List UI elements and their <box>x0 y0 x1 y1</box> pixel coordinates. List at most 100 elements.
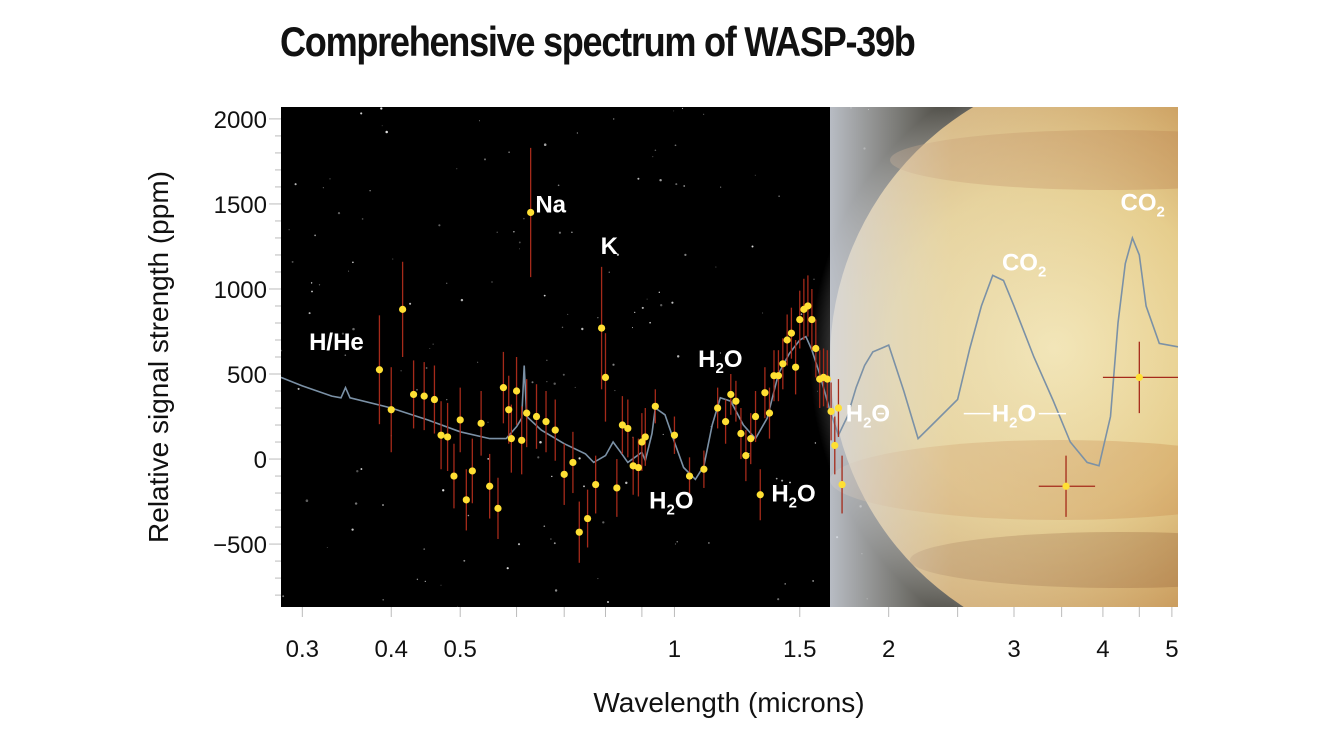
data-point <box>409 390 418 399</box>
star <box>576 132 579 134</box>
star <box>684 253 687 257</box>
data-point <box>774 372 783 380</box>
star <box>519 248 520 250</box>
star <box>354 502 358 505</box>
data-point <box>1135 373 1143 382</box>
data-point <box>399 305 407 313</box>
star <box>440 584 442 586</box>
data-point <box>613 484 621 492</box>
star <box>543 143 547 146</box>
star <box>553 542 556 545</box>
data-point <box>477 419 485 427</box>
star <box>561 326 564 329</box>
star <box>416 388 418 391</box>
data-point <box>779 360 787 368</box>
star <box>671 301 674 304</box>
star <box>423 548 426 550</box>
tick-labels: 2000 1500 1000 500 0 −500 0.3 0.4 0.5 1 1.5 2 3 4 5 <box>213 107 1179 663</box>
data-point <box>796 315 804 324</box>
data-point <box>783 336 791 344</box>
x-tick-label: 2 <box>882 636 895 663</box>
data-points <box>375 208 1143 536</box>
x-tick-label: 4 <box>1096 636 1109 663</box>
star <box>720 186 722 188</box>
star <box>369 190 371 192</box>
data-point <box>721 418 730 426</box>
star <box>322 187 324 189</box>
star <box>382 504 384 506</box>
star <box>311 290 313 293</box>
star <box>478 120 480 122</box>
star <box>543 525 546 528</box>
y-tick-label: 2000 <box>214 107 267 134</box>
y-tick-label: 1500 <box>214 192 267 219</box>
star <box>460 298 464 302</box>
star <box>658 291 660 293</box>
data-point <box>761 389 769 397</box>
star <box>282 595 285 598</box>
data-point <box>542 418 550 426</box>
data-point <box>624 424 632 433</box>
planet-illustration <box>810 107 1178 607</box>
data-point <box>486 482 494 490</box>
star <box>800 313 803 315</box>
data-point <box>443 433 452 441</box>
annotation-label: H2O <box>649 487 693 518</box>
data-point <box>592 480 600 489</box>
data-point <box>1062 482 1070 490</box>
annotation-label: H2O <box>698 346 742 377</box>
star <box>513 231 515 233</box>
star <box>506 567 509 570</box>
star <box>567 313 569 315</box>
star <box>344 354 347 356</box>
data-point <box>727 390 735 399</box>
annotation-label: CO2 <box>1002 249 1046 280</box>
x-tick-label: 0.4 <box>375 636 408 663</box>
star <box>392 258 394 260</box>
star <box>280 349 282 352</box>
star <box>581 327 584 331</box>
y-tick-label: −500 <box>213 532 267 559</box>
x-tick-label: 1.5 <box>783 636 816 663</box>
data-point <box>751 412 760 421</box>
star <box>424 580 426 583</box>
x-tick-label: 0.3 <box>286 636 319 663</box>
star <box>508 151 510 154</box>
data-point <box>507 435 515 443</box>
star <box>551 475 553 478</box>
star <box>294 183 297 186</box>
star <box>518 241 521 244</box>
star <box>597 317 599 319</box>
data-point <box>737 429 745 438</box>
star <box>719 352 722 354</box>
star <box>416 578 419 581</box>
star <box>442 489 445 492</box>
star <box>683 185 686 187</box>
star <box>517 543 521 546</box>
star <box>715 266 717 268</box>
chart-title: Comprehensive spectrum of WASP-39b <box>280 18 916 65</box>
star <box>360 468 363 470</box>
star <box>614 390 616 392</box>
star <box>531 381 534 384</box>
data-point <box>747 435 755 443</box>
star <box>571 231 573 234</box>
star <box>751 245 754 248</box>
star <box>467 514 470 517</box>
data-point <box>651 402 659 410</box>
data-point <box>450 472 458 480</box>
data-point <box>834 404 843 412</box>
star <box>574 386 576 388</box>
data-point <box>518 436 526 444</box>
star <box>543 294 546 297</box>
data-point <box>700 465 708 473</box>
star <box>487 458 490 460</box>
star <box>812 580 814 582</box>
star <box>557 184 560 187</box>
star <box>351 528 354 531</box>
data-point <box>551 426 559 434</box>
data-point <box>638 438 646 446</box>
star <box>483 158 487 161</box>
